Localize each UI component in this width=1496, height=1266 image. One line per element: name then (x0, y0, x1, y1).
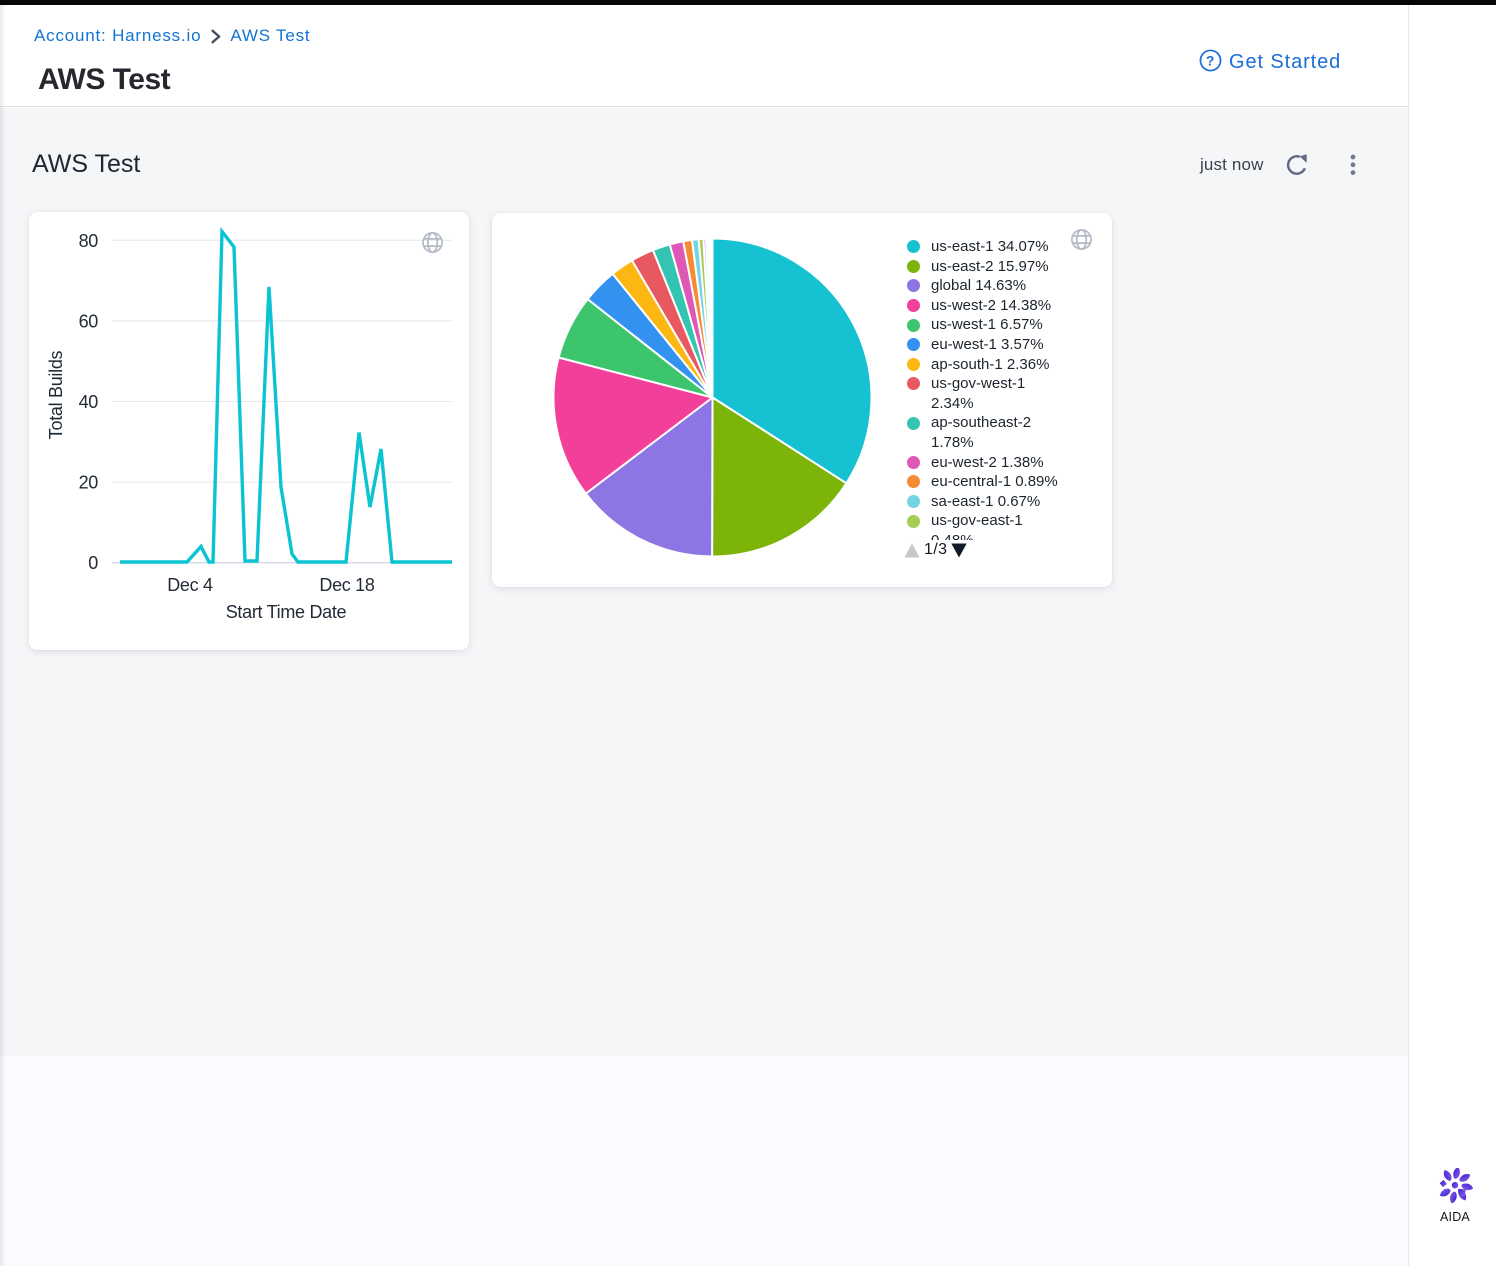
svg-text:40: 40 (79, 392, 99, 412)
svg-text:Total Builds: Total Builds (46, 350, 66, 439)
svg-text:?: ? (1206, 52, 1215, 68)
svg-text:20: 20 (79, 473, 99, 493)
svg-text:0: 0 (88, 553, 98, 573)
svg-text:60: 60 (79, 311, 99, 331)
svg-text:Dec 18: Dec 18 (319, 575, 375, 595)
svg-text:Start Time Date: Start Time Date (226, 602, 347, 622)
svg-text:Dec 4: Dec 4 (167, 575, 213, 595)
svg-text:80: 80 (79, 231, 99, 251)
